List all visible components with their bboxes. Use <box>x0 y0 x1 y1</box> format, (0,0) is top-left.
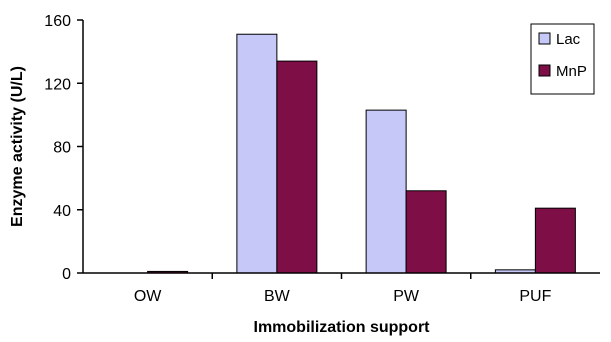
y-axis-title: Enzyme activity (U/L) <box>9 66 26 227</box>
bar-lac-pw <box>365 109 407 274</box>
legend: Lac MnP <box>530 23 595 95</box>
y-tick-label: 40 <box>53 203 71 220</box>
y-tick-label: 0 <box>62 266 71 283</box>
bars-group <box>147 33 576 274</box>
y-axis-ticks: 0 40 80 120 160 <box>44 13 83 283</box>
legend-label-mnp: MnP <box>556 63 587 80</box>
x-tick-label: BW <box>264 288 291 305</box>
bar-lac-bw <box>236 33 278 274</box>
y-tick-label: 160 <box>44 13 71 30</box>
legend-label-lac: Lac <box>556 31 581 48</box>
legend-swatch-mnp <box>538 64 551 77</box>
legend-swatch-lac <box>538 32 551 45</box>
x-axis-title: Immobilization support <box>254 319 431 336</box>
x-tick-label: OW <box>134 288 162 305</box>
y-tick-label: 80 <box>53 140 71 157</box>
bar-mnp-puf <box>534 207 576 274</box>
y-tick-label: 120 <box>44 76 71 93</box>
bar-mnp-pw <box>405 190 447 274</box>
x-tick-label: PW <box>393 288 420 305</box>
x-tick-label: PUF <box>519 288 551 305</box>
x-axis-ticks: OW BW PW PUF <box>134 273 552 305</box>
bar-mnp-bw <box>276 60 318 274</box>
